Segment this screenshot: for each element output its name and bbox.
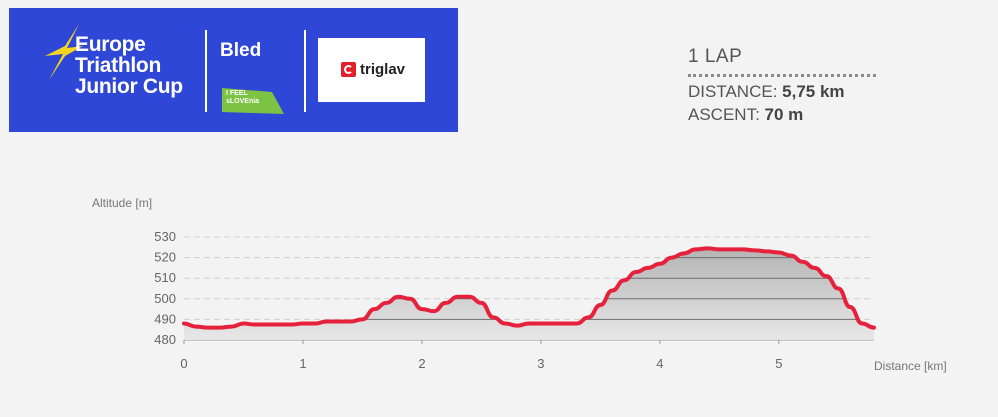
feel-line-1: I FEEL	[226, 90, 248, 97]
y-tick-label: 530	[154, 229, 176, 244]
ascent-label: ASCENT:	[688, 105, 760, 124]
x-tick-label: 2	[418, 356, 425, 371]
x-tick-label: 0	[180, 356, 187, 371]
course-info: 1 LAP DISTANCE: 5,75 km ASCENT: 70 m	[688, 46, 876, 125]
x-axis-label: Distance [km]	[874, 359, 947, 373]
logo-line-1: Europe	[75, 33, 146, 56]
distance-value: 5,75 km	[782, 82, 845, 101]
elevation-line	[182, 246, 876, 330]
y-tick-label: 490	[154, 311, 176, 326]
y-tick-label: 480	[154, 332, 176, 347]
triglav-icon	[341, 62, 356, 77]
feel-slovenia-logo: I FEEL sLOVEnia	[222, 88, 284, 114]
distance-row: DISTANCE: 5,75 km	[688, 82, 876, 102]
y-axis-label: Altitude [m]	[92, 196, 152, 210]
x-tick-label: 5	[775, 356, 782, 371]
sponsor-name: triglav	[360, 61, 406, 78]
y-tick-label: 520	[154, 250, 176, 265]
feel-line-2: sLOVEnia	[226, 98, 260, 105]
x-tick-label: 3	[537, 356, 544, 371]
y-tick-label: 510	[154, 270, 176, 285]
star-burst-icon	[45, 24, 83, 80]
banner-divider	[205, 30, 207, 112]
x-tick-label: 1	[299, 356, 306, 371]
distance-label: DISTANCE:	[688, 82, 778, 101]
dotted-divider	[688, 74, 876, 77]
logo-line-2: Triathlon	[75, 54, 161, 77]
lap-label: 1 LAP	[688, 46, 743, 67]
y-tick-label: 500	[154, 291, 176, 306]
x-tick-label: 4	[656, 356, 663, 371]
sponsor-logo: triglav	[318, 38, 425, 102]
event-logo: Europe Triathlon Junior Cup	[75, 34, 183, 97]
ascent-value: 70 m	[764, 105, 804, 124]
ascent-row: ASCENT: 70 m	[688, 105, 876, 125]
logo-line-3: Junior Cup	[75, 75, 183, 98]
banner-divider	[304, 30, 306, 112]
venue-name: Bled	[220, 40, 262, 61]
elevation-area	[184, 248, 874, 340]
